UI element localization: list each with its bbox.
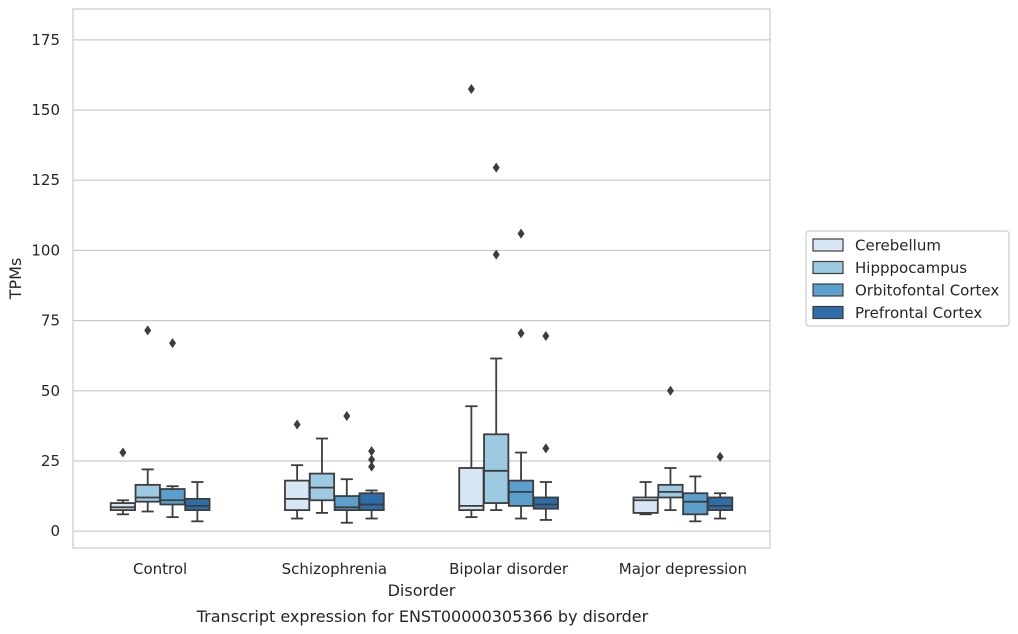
iqr-box [458,467,485,512]
box-hipppocampus [134,325,161,513]
outlier-point [169,338,177,349]
x-tick-label: Major depression [619,560,747,578]
y-tick-label: 175 [31,31,60,49]
outlier-point [467,84,475,95]
outlier-point [517,328,525,339]
y-tick-label: 0 [50,522,60,540]
gridlines [73,39,770,532]
iqr-box [134,483,161,503]
y-tick-label: 150 [31,101,60,119]
x-axis-ticks: Control Schizophrenia Bipolar disorder Majo… [133,560,747,578]
box-orbitofontal-cortex [507,228,535,520]
outlier-point [119,447,127,458]
y-tick-label: 50 [41,382,60,400]
legend-label: Orbitofontal Cortex [855,282,999,300]
y-tick-label: 125 [31,171,60,189]
plot-frame [72,8,771,549]
iqr-box [358,492,385,512]
box-cerebellum [458,84,485,519]
outlier-point [492,249,500,260]
legend: Cerebellum Hipppocampus Orbitofontal Corte… [805,230,1010,327]
legend-frame [805,230,1010,327]
x-tick-label: Control [133,560,187,578]
x-axis-label: Disorder [388,581,456,600]
box-hipppocampus [657,385,684,512]
box-prefrontal-cortex [358,446,385,520]
plot-area [73,9,770,548]
outlier-point [368,446,376,457]
box-orbitofontal-cortex [159,338,186,519]
legend-swatch [812,238,844,252]
iqr-box [532,496,559,510]
box-orbitofontal-cortex [682,475,709,523]
y-axis-ticks: 0 25 50 75 100 125 150 175 [31,31,60,540]
box-hipppocampus [483,162,510,512]
x-tick-label: Bipolar disorder [449,560,569,578]
y-tick-label: 25 [41,452,60,470]
box-prefrontal-cortex [707,451,734,520]
box-orbitofontal-cortex [333,411,360,524]
box-cerebellum [632,481,659,516]
outlier-point [293,419,301,430]
legend-label: Cerebellum [855,237,941,255]
outlier-point [368,461,376,472]
legend-swatch [812,283,844,297]
iqr-box [507,479,535,507]
y-tick-label: 75 [41,312,60,330]
outlier-point [542,443,550,454]
box-cerebellum [109,447,136,516]
y-tick-label: 100 [31,241,60,259]
iqr-box [483,433,510,504]
legend-swatch [812,305,844,320]
outlier-point [666,385,674,396]
box-cerebellum [284,419,311,520]
outlier-point [492,162,500,173]
iqr-box [632,496,659,514]
box-hipppocampus [308,437,336,514]
legend-label: Prefrontal Cortex [855,304,982,322]
iqr-box [707,496,734,512]
legend-label: Hipppocampus [855,259,967,277]
outlier-point [368,454,376,465]
iqr-box [284,479,311,512]
box-prefrontal-cortex [184,481,211,523]
outlier-point [716,451,724,462]
y-axis-label: TPMs [6,258,25,301]
outlier-point [343,411,351,422]
x-tick-label: Schizophrenia [282,560,387,578]
chart-caption: Transcript expression for ENST0000030536… [196,607,649,626]
box-prefrontal-cortex [532,331,559,521]
iqr-box [159,488,186,506]
outlier-point [144,325,152,336]
legend-swatch [812,260,844,275]
outlier-point [542,331,550,342]
iqr-box [184,497,211,512]
iqr-box [682,492,709,516]
outlier-point [517,228,525,239]
boxes [109,84,734,524]
